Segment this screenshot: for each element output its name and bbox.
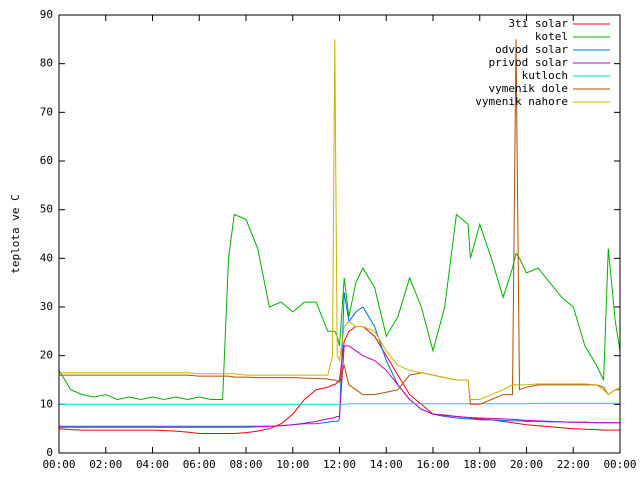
x-tick-label: 06:00 xyxy=(183,458,216,471)
y-tick-label: 80 xyxy=(40,57,53,70)
legend-label: privod solar xyxy=(489,56,569,69)
x-tick-label: 00:00 xyxy=(603,458,636,471)
series-line xyxy=(59,345,620,428)
legend-label: odvod solar xyxy=(495,43,568,56)
legend-label: kutloch xyxy=(522,69,568,82)
x-tick-label: 12:00 xyxy=(323,458,356,471)
x-tick-label: 16:00 xyxy=(416,458,449,471)
series-line xyxy=(59,39,620,405)
y-tick-label: 90 xyxy=(40,8,53,21)
x-tick-label: 02:00 xyxy=(89,458,122,471)
y-axis-label: teplota ve C xyxy=(9,194,22,273)
y-tick-label: 10 xyxy=(40,397,53,410)
series-line xyxy=(58,326,620,434)
y-tick-label: 0 xyxy=(46,446,53,459)
x-tick-label: 00:00 xyxy=(42,458,75,471)
legend-label: kotel xyxy=(535,30,568,43)
x-tick-label: 04:00 xyxy=(136,458,169,471)
y-tick-label: 60 xyxy=(40,154,53,167)
series-line xyxy=(59,402,620,405)
legend-label: vymenik nahore xyxy=(475,95,568,108)
y-tick-label: 70 xyxy=(40,105,53,118)
x-tick-label: 20:00 xyxy=(510,458,543,471)
y-tick-label: 20 xyxy=(40,349,53,362)
x-tick-label: 14:00 xyxy=(370,458,403,471)
x-tick-label: 22:00 xyxy=(557,458,590,471)
x-tick-label: 18:00 xyxy=(463,458,496,471)
legend-label: 3ti solar xyxy=(508,17,568,30)
y-tick-label: 50 xyxy=(40,203,53,216)
series-line xyxy=(59,292,620,427)
plot-border xyxy=(58,14,621,454)
series-line xyxy=(59,39,621,400)
x-tick-label: 08:00 xyxy=(229,458,262,471)
y-tick-label: 40 xyxy=(40,251,53,264)
series-line xyxy=(58,213,621,401)
x-tick-label: 10:00 xyxy=(276,458,309,471)
y-tick-label: 30 xyxy=(40,300,53,313)
legend-label: vymenik dole xyxy=(489,82,568,95)
